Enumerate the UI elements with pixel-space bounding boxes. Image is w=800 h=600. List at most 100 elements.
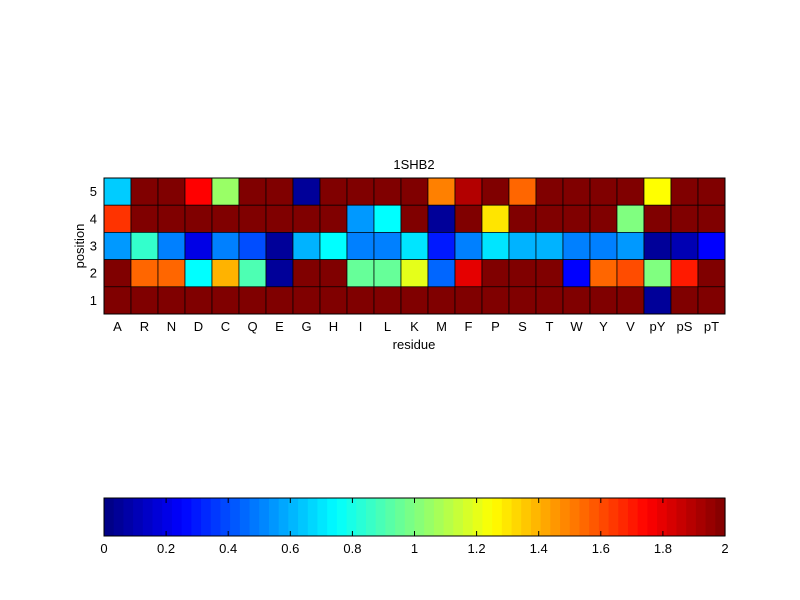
heatmap-cell	[535, 259, 564, 288]
heatmap-cell	[454, 204, 483, 233]
colorbar-segment	[123, 498, 134, 536]
heatmap-cell	[427, 177, 456, 206]
x-tick-label: M	[436, 319, 447, 334]
heatmap-cell	[346, 232, 375, 260]
colorbar	[104, 498, 726, 536]
heatmap-cell	[481, 259, 510, 288]
x-tick-label: T	[546, 319, 554, 334]
heatmap-cell	[319, 177, 348, 206]
heatmap-cell	[454, 232, 483, 260]
colorbar-segment	[317, 498, 328, 536]
colorbar-segment	[239, 498, 251, 536]
heatmap-cell	[643, 259, 672, 288]
heatmap-cell	[481, 286, 510, 315]
colorbar-segment	[511, 498, 522, 536]
colorbar-segment	[501, 498, 513, 536]
heatmap-cell	[670, 286, 699, 315]
x-tick-label: H	[329, 319, 338, 334]
heatmap-cell	[562, 204, 591, 233]
heatmap-cell	[562, 177, 591, 206]
heatmap-cell	[292, 232, 321, 260]
heatmap-cell	[454, 286, 483, 315]
heatmap-cell	[346, 204, 375, 233]
heatmap-cell	[346, 259, 375, 288]
x-tick-label: S	[518, 319, 527, 334]
x-tick-label: Q	[247, 319, 257, 334]
heatmap-cell	[535, 204, 564, 233]
colorbar-segment	[424, 498, 435, 536]
colorbar-segment	[414, 498, 425, 536]
heatmap-cell	[319, 204, 348, 233]
heatmap-cell	[643, 286, 672, 315]
x-tick-label: F	[465, 319, 473, 334]
heatmap-cell	[292, 204, 321, 233]
heatmap-cell	[400, 232, 429, 260]
heatmap-cell	[103, 232, 132, 260]
heatmap-cell	[103, 286, 132, 315]
heatmap-cell	[697, 204, 726, 233]
heatmap-cell	[616, 232, 645, 260]
heatmap-cell	[130, 204, 159, 233]
plot-frame	[103, 177, 726, 315]
colorbar-segment	[608, 498, 619, 536]
x-tick-label: N	[167, 319, 176, 334]
heatmap-cell	[508, 204, 537, 233]
x-tick-label: A	[113, 319, 122, 334]
heatmap-cell	[184, 232, 213, 260]
colorbar-segment	[705, 498, 716, 536]
heatmap-cell	[373, 259, 402, 288]
heatmap-cell	[265, 286, 294, 315]
heatmap-cell	[562, 286, 591, 315]
heatmap-cell	[157, 204, 186, 233]
colorbar-tick-label: 1.2	[468, 541, 486, 556]
heatmap-cell	[670, 259, 699, 288]
colorbar-segment	[142, 498, 154, 536]
heatmap-cells	[103, 177, 726, 315]
heatmap-cell	[373, 204, 402, 233]
colorbar-segment	[307, 498, 319, 536]
heatmap-cell	[238, 177, 267, 206]
colorbar-segment	[346, 498, 357, 536]
y-tick-labels: 5 4 3 2 1	[90, 184, 97, 308]
x-tick-label: pT	[704, 319, 719, 334]
heatmap-cell	[130, 232, 159, 260]
colorbar-segment	[443, 498, 454, 536]
heatmap-cell	[211, 259, 240, 288]
heatmap-cell	[373, 286, 402, 315]
heatmap-cell	[211, 204, 240, 233]
heatmap-cell	[427, 286, 456, 315]
colorbar-segment	[530, 498, 542, 536]
colorbar-segment	[288, 498, 299, 536]
y-tick-label: 4	[90, 211, 97, 226]
heatmap-cell	[103, 177, 132, 206]
colorbar-tick-label: 1.6	[592, 541, 610, 556]
heatmap-cell	[643, 232, 672, 260]
colorbar-segment	[133, 498, 144, 536]
colorbar-segment	[676, 498, 687, 536]
colorbar-segment	[191, 498, 202, 536]
colorbar-segment	[327, 498, 338, 536]
y-axis-label: position	[72, 224, 87, 269]
colorbar-segment	[249, 498, 260, 536]
heatmap-cell	[427, 204, 456, 233]
colorbar-segment	[268, 498, 280, 536]
colorbar-segment	[521, 498, 532, 536]
heatmap-cell	[265, 259, 294, 288]
heatmap-cell	[292, 259, 321, 288]
heatmap-cell	[535, 286, 564, 315]
colorbar-segment	[589, 498, 600, 536]
x-tick-label: P	[491, 319, 500, 334]
heatmap-cell	[508, 286, 537, 315]
colorbar-segment	[550, 498, 561, 536]
heatmap-cell	[616, 204, 645, 233]
colorbar-segment	[113, 498, 125, 536]
heatmap-cell	[697, 259, 726, 288]
colorbar-tick-label: 0.2	[157, 541, 175, 556]
heatmap-cell	[400, 204, 429, 233]
colorbar-segment	[181, 498, 192, 536]
colorbar-tick-labels: 0 0.2 0.4 0.6 0.8 1 1.2 1.4 1.6 1.8 2	[100, 498, 729, 556]
heatmap-cell	[697, 177, 726, 206]
heatmap-cell	[157, 177, 186, 206]
heatmap-cell	[130, 259, 159, 288]
